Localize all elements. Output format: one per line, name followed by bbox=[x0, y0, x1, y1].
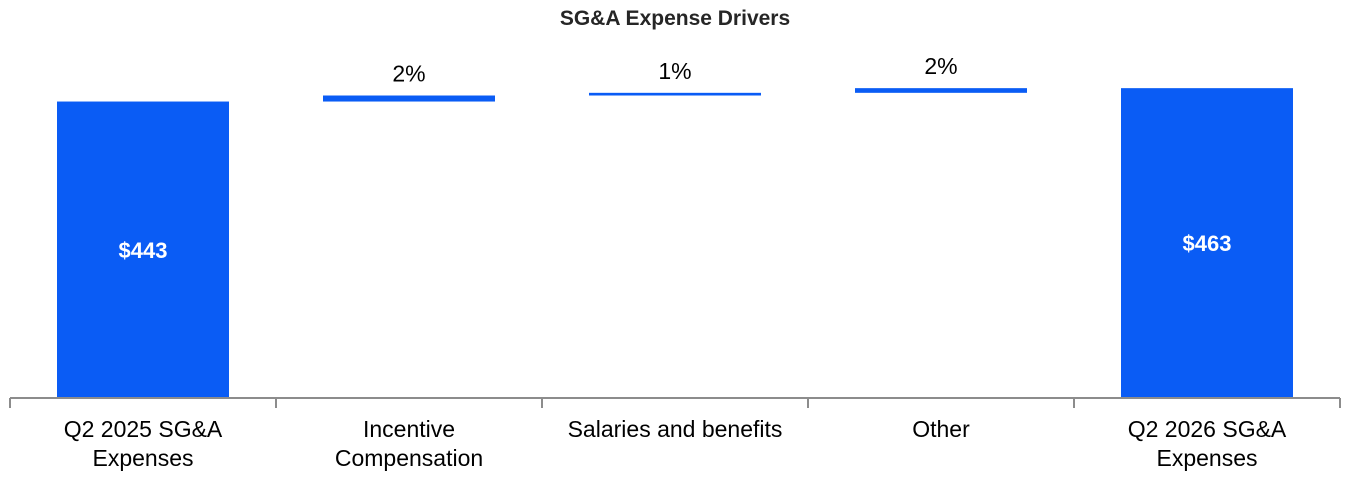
data-label-1: $443 bbox=[119, 238, 168, 263]
category-label-line: Other bbox=[912, 416, 970, 442]
data-label-5: $463 bbox=[1183, 231, 1232, 256]
category-label-3: Salaries and benefits bbox=[568, 416, 783, 442]
data-label-2: 2% bbox=[392, 61, 425, 87]
data-label-3: 1% bbox=[658, 58, 691, 84]
data-label-4: 2% bbox=[924, 53, 957, 79]
bar-4 bbox=[855, 88, 1027, 93]
category-label-1: Q2 2025 SG&A Expenses bbox=[64, 416, 223, 471]
category-label-line: Incentive bbox=[363, 416, 455, 442]
bar-1 bbox=[57, 101, 229, 399]
bar-2 bbox=[323, 95, 495, 102]
bar-3 bbox=[589, 92, 761, 96]
labels-group: $443 Q2 2025 SG&A Expenses 2% Incentive Compe… bbox=[64, 53, 1287, 471]
category-label-line: Expenses bbox=[1156, 445, 1257, 471]
x-axis bbox=[9, 397, 1341, 408]
bar-5 bbox=[1121, 88, 1293, 399]
category-label-2: Incentive Compensation bbox=[335, 416, 483, 471]
category-label-line: Expenses bbox=[92, 445, 193, 471]
category-label-line: Q2 2026 SG&A bbox=[1128, 416, 1287, 442]
category-label-line: Compensation bbox=[335, 445, 483, 471]
category-label-line: Salaries and benefits bbox=[568, 416, 783, 442]
category-label-line: Q2 2025 SG&A bbox=[64, 416, 223, 442]
bars-group bbox=[57, 88, 1293, 399]
chart-title: SG&A Expense Drivers bbox=[559, 7, 791, 30]
category-label-5: Q2 2026 SG&A Expenses bbox=[1128, 416, 1287, 471]
category-label-4: Other bbox=[912, 416, 970, 442]
